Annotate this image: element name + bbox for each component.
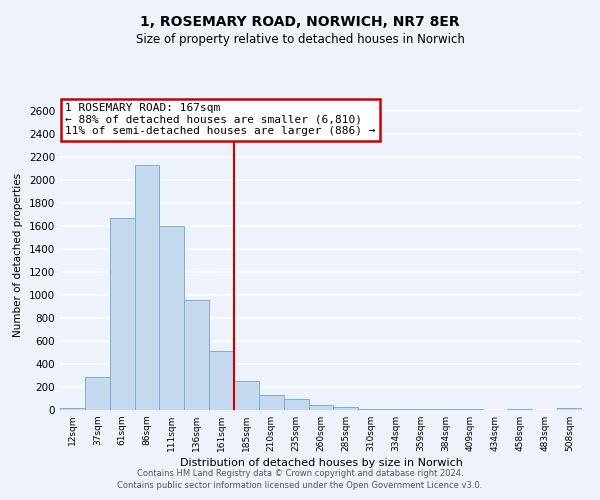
Bar bbox=[334, 407, 358, 410]
Bar bbox=[433, 409, 458, 410]
Bar bbox=[85, 376, 110, 410]
Bar bbox=[308, 405, 334, 410]
Y-axis label: Number of detached properties: Number of detached properties bbox=[13, 173, 23, 337]
Bar bbox=[134, 166, 160, 410]
Text: Size of property relative to detached houses in Norwich: Size of property relative to detached ho… bbox=[136, 32, 464, 46]
Text: 1, ROSEMARY ROAD, NORWICH, NR7 8ER: 1, ROSEMARY ROAD, NORWICH, NR7 8ER bbox=[140, 15, 460, 29]
Bar bbox=[160, 226, 184, 410]
Bar bbox=[259, 395, 284, 410]
Bar bbox=[408, 409, 433, 410]
Bar bbox=[557, 408, 582, 410]
Bar bbox=[284, 398, 308, 410]
Bar bbox=[110, 218, 134, 410]
Bar bbox=[383, 409, 408, 410]
Bar bbox=[184, 300, 209, 410]
Bar bbox=[234, 382, 259, 410]
Text: Contains HM Land Registry data © Crown copyright and database right 2024.: Contains HM Land Registry data © Crown c… bbox=[137, 468, 463, 477]
Text: 1 ROSEMARY ROAD: 167sqm
← 88% of detached houses are smaller (6,810)
11% of semi: 1 ROSEMARY ROAD: 167sqm ← 88% of detache… bbox=[65, 103, 376, 136]
Text: Contains public sector information licensed under the Open Government Licence v3: Contains public sector information licen… bbox=[118, 481, 482, 490]
Bar bbox=[358, 409, 383, 410]
Bar bbox=[60, 408, 85, 410]
Bar bbox=[209, 352, 234, 410]
X-axis label: Distribution of detached houses by size in Norwich: Distribution of detached houses by size … bbox=[179, 458, 463, 468]
